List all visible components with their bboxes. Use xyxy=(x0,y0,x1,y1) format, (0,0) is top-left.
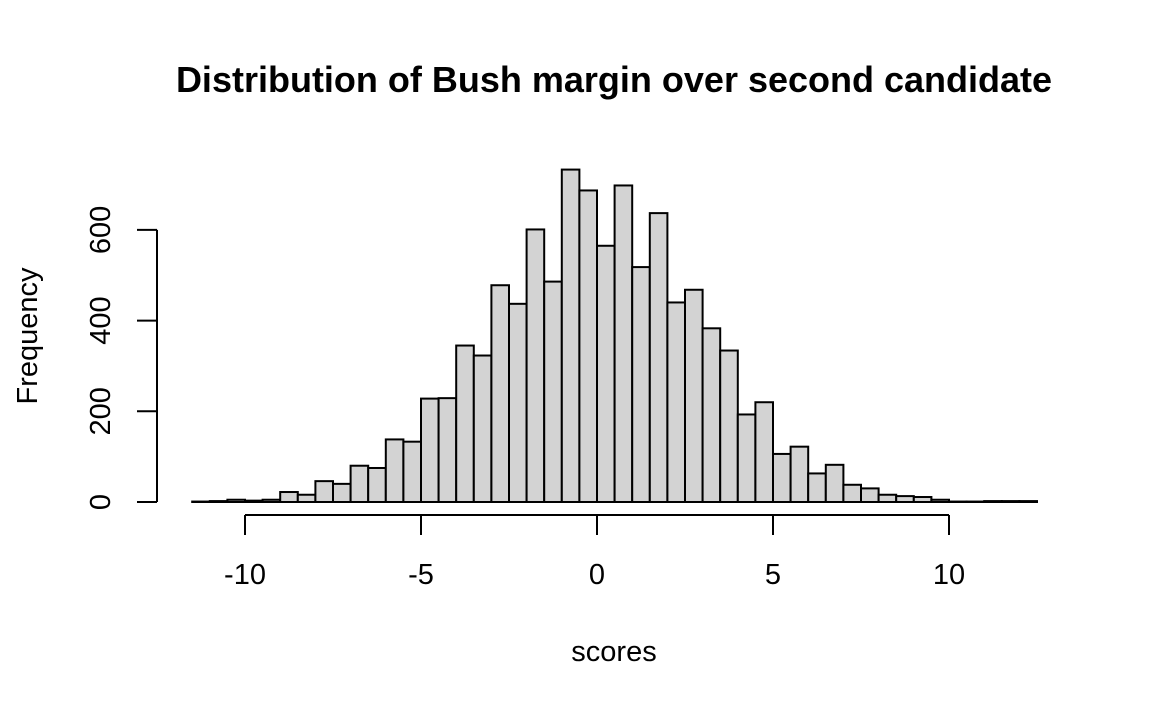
x-tick-label: 10 xyxy=(933,559,965,591)
histogram-bar xyxy=(578,189,599,503)
histogram-bar xyxy=(596,244,616,504)
x-axis-label: scores xyxy=(571,636,656,668)
histogram-bar xyxy=(736,413,757,503)
y-axis: 0 200 400 600 xyxy=(85,206,158,510)
histogram-bar xyxy=(631,266,651,503)
x-tick-label: 5 xyxy=(765,559,781,591)
chart-title: Distribution of Bush margin over second … xyxy=(176,59,1052,100)
y-tick-label: 600 xyxy=(85,206,117,254)
histogram-bar xyxy=(490,284,510,504)
histogram-bar xyxy=(807,472,827,503)
x-tick-label: -10 xyxy=(224,559,266,591)
histogram-bar xyxy=(613,184,634,504)
histogram-bar xyxy=(701,327,722,503)
histogram-bar xyxy=(508,302,528,503)
histogram-bar xyxy=(912,496,933,504)
histogram-bar xyxy=(455,344,475,504)
y-tick-label: 400 xyxy=(85,296,117,344)
histogram-bar xyxy=(226,498,246,504)
histogram-bar xyxy=(279,491,299,503)
histogram-bar xyxy=(684,288,704,504)
histogram-bar xyxy=(666,301,687,503)
histogram-bar xyxy=(296,493,317,503)
histogram-bar xyxy=(772,452,792,503)
bars-group xyxy=(191,168,1039,504)
histogram-bar xyxy=(895,495,915,504)
y-tick-label: 0 xyxy=(85,494,117,510)
histogram-bar xyxy=(543,280,563,503)
histogram-bar xyxy=(930,498,951,504)
histogram-bar xyxy=(824,463,845,503)
histogram-bar xyxy=(983,500,1003,503)
x-axis: -10 -5 0 5 10 xyxy=(224,514,965,591)
histogram-bar xyxy=(754,401,775,504)
histogram-bar xyxy=(314,480,334,504)
y-axis-label: Frequency xyxy=(12,267,44,405)
y-tick-label: 200 xyxy=(85,387,117,435)
histogram-bar xyxy=(349,464,370,503)
histogram-bar xyxy=(244,499,264,504)
histogram-bar xyxy=(472,354,493,503)
histogram-bar xyxy=(860,487,880,504)
histogram-bar xyxy=(332,482,352,503)
histogram-bar xyxy=(208,500,229,503)
histogram-bar xyxy=(560,168,581,504)
histogram-bar xyxy=(402,440,422,503)
histogram-bar xyxy=(384,438,405,504)
histogram-bar xyxy=(648,212,669,503)
histogram-bar xyxy=(789,445,810,504)
histogram-bar xyxy=(877,493,898,503)
histogram-bar xyxy=(420,397,440,504)
histogram-bar xyxy=(367,466,387,503)
histogram-bar xyxy=(842,483,863,503)
histogram-bar xyxy=(1018,500,1039,503)
histogram-bar xyxy=(719,349,739,503)
x-tick-label: 0 xyxy=(589,559,605,591)
histogram-bar xyxy=(261,498,282,504)
histogram-bar xyxy=(1000,500,1021,503)
x-tick-label: -5 xyxy=(408,559,434,591)
histogram-bar xyxy=(437,397,458,503)
histogram-bar xyxy=(525,228,546,503)
